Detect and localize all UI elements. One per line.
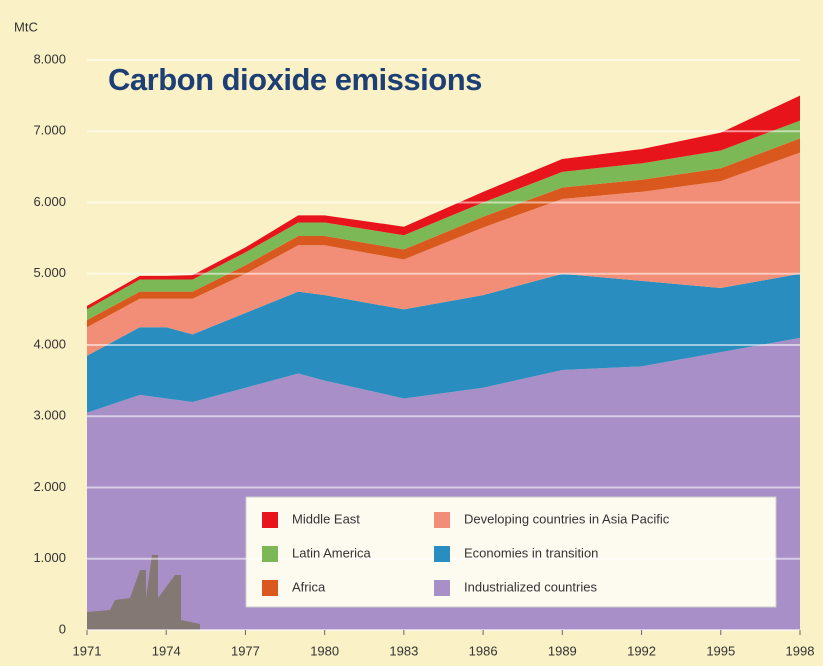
area — [87, 273, 800, 413]
legend-swatch — [434, 512, 450, 528]
factory-decoration — [87, 555, 200, 630]
legend-label: Economies in transition — [464, 545, 598, 560]
y-tick-label: 5.000 — [33, 265, 66, 280]
x-tick-label: 1992 — [627, 643, 656, 658]
y-tick-label: 1.000 — [33, 550, 66, 565]
legend-label: Middle East — [292, 511, 360, 526]
x-tick-label: 1980 — [310, 643, 339, 658]
legend-label: Latin America — [292, 545, 372, 560]
x-tick-label: 1986 — [469, 643, 498, 658]
x-tick-label: 1971 — [73, 643, 102, 658]
x-tick-label: 1983 — [389, 643, 418, 658]
y-tick-label: 8.000 — [33, 51, 66, 66]
y-axis-label: MtC — [14, 19, 38, 34]
x-tick-label: 1995 — [706, 643, 735, 658]
legend-swatch — [262, 546, 278, 562]
legend-label: Industrialized countries — [464, 579, 597, 594]
legend-box — [245, 496, 777, 608]
area — [87, 138, 800, 328]
y-tick-label: 3.000 — [33, 408, 66, 423]
legend-swatch — [262, 580, 278, 596]
x-tick-label: 1989 — [548, 643, 577, 658]
x-tick-label: 1998 — [786, 643, 815, 658]
y-tick-label: 7.000 — [33, 123, 66, 138]
legend-swatch — [434, 580, 450, 596]
y-tick-label: 0 — [59, 621, 66, 636]
legend-label: Africa — [292, 579, 326, 594]
x-tick-label: 1974 — [152, 643, 181, 658]
legend-swatch — [262, 512, 278, 528]
area — [87, 120, 800, 321]
x-tick-label: 1977 — [231, 643, 260, 658]
y-tick-label: 6.000 — [33, 194, 66, 209]
y-tick-label: 2.000 — [33, 479, 66, 494]
chart-title: Carbon dioxide emissions — [108, 62, 482, 97]
y-tick-label: 4.000 — [33, 336, 66, 351]
legend-label: Developing countries in Asia Pacific — [464, 511, 670, 526]
legend-swatch — [434, 546, 450, 562]
